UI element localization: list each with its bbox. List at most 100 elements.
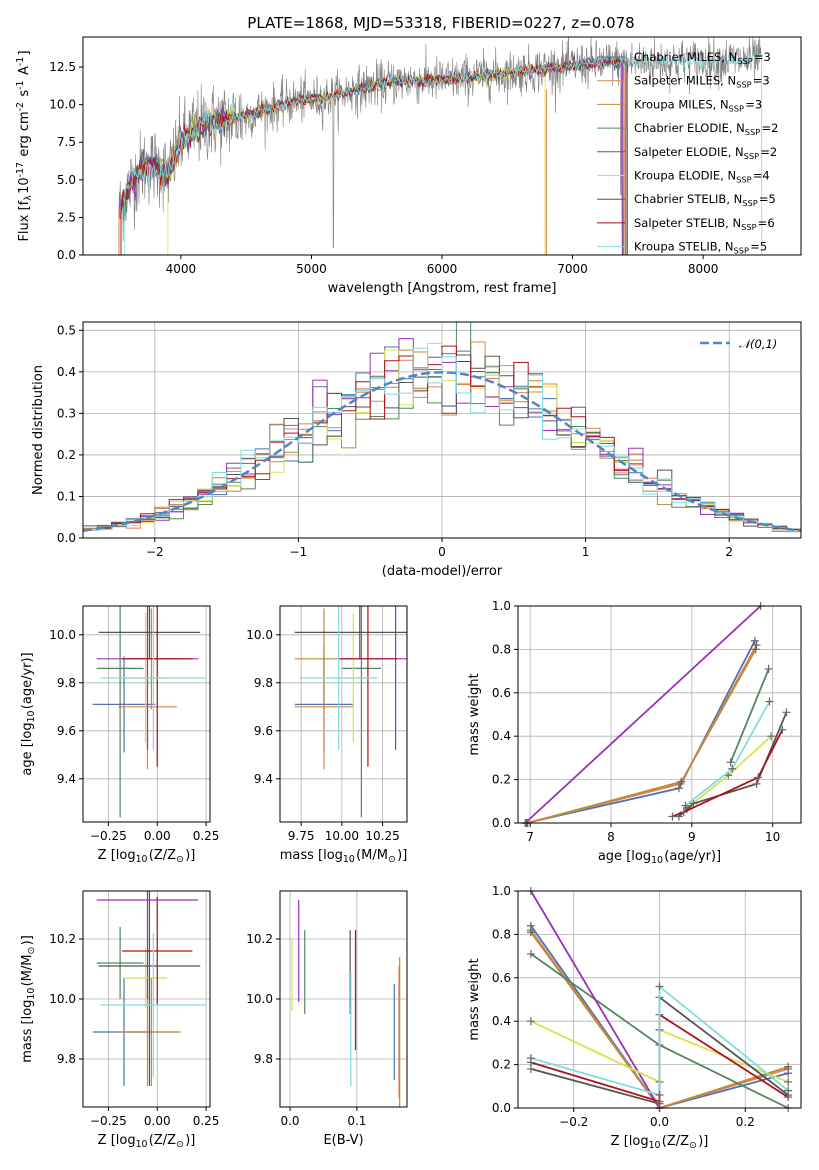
spectrum-xtick-label: 8000 <box>688 262 719 276</box>
weight-vs-Z-xtick-label: 0.2 <box>736 1115 755 1129</box>
weight-vs-Z-ylabel: mass weight <box>467 958 482 1040</box>
weight-vs-age-marker <box>679 808 688 817</box>
residuals-frame <box>82 321 802 539</box>
weight-vs-age-series-line <box>524 605 762 824</box>
residuals-xtick-label: 1 <box>582 545 590 559</box>
weight-vs-age-marker <box>752 641 761 650</box>
mass-vs-Z-xlabel: Z [log10 (Z/Z⊙ )] <box>98 1133 196 1150</box>
weight-vs-age-marker <box>767 732 776 741</box>
legend-entry: Kroupa ELODIE, NSSP =4 <box>634 169 770 185</box>
legend-entry: Chabrier STELIB, NSSP =5 <box>634 192 776 208</box>
spectrum-xtick-label: 4000 <box>166 262 197 276</box>
spectrum-legend: Chabrier MILES, NSSP =3 Salpeter MILES, N… <box>597 50 778 256</box>
spectrum-xtick-label: 7000 <box>557 262 588 276</box>
weight-vs-age-xtick-label: 8 <box>607 830 615 844</box>
legend-entry: Kroupa MILES, NSSP =3 <box>634 97 762 113</box>
spectrum-ytick-label: 0.0 <box>57 248 76 262</box>
legend-entry: Salpeter ELODIE, NSSP =2 <box>634 145 777 161</box>
weight-vs-Z-marker <box>655 1090 664 1099</box>
weight-vs-age-marker <box>750 636 759 645</box>
residuals-ytick-label: 0.0 <box>57 531 76 545</box>
weight-vs-age-marker <box>681 801 690 810</box>
weight-vs-age-marker <box>778 725 787 734</box>
weight-vs-age-ytick-label: 0.4 <box>492 729 511 743</box>
residuals-legend: 𝒩(0,1) <box>700 337 777 351</box>
age-vs-mass-ytick-label: 9.4 <box>254 772 273 786</box>
residuals-axes: −2 −1 0 1 2 0.0 0.1 0.2 0.3 0.4 0.5 (data-model)/er… <box>31 321 802 579</box>
mass-vs-ebv-xtick-label: 0.1 <box>347 1114 366 1128</box>
residuals-xtick-label: 0 <box>438 545 446 559</box>
spectrum-ylabel: Flux [fλ 10-17 erg cm-2 s-1 A-1 ] <box>15 50 34 241</box>
age-vs-mass-errorbar-point <box>294 606 407 659</box>
weight-vs-Z-ytick-label: 0.8 <box>492 927 511 941</box>
mass-vs-Z-axes: −0.25 0.00 0.25 9.8 10.0 10.2 Z [log10 (Z/Z⊙ )… <box>20 890 219 1150</box>
legend-entry: Kroupa STELIB, NSSP =5 <box>634 240 767 256</box>
mass-vs-ebv-ytick-label: 10.0 <box>246 992 273 1006</box>
residuals-xtick-label: 2 <box>725 545 733 559</box>
mass-vs-ebv-frame <box>279 890 408 1108</box>
age-vs-mass-frame <box>279 605 408 823</box>
residuals-xlabel: (data-model)/error <box>382 564 503 579</box>
age-vs-Z-xlabel: Z [log10 (Z/Z⊙ )] <box>98 848 196 865</box>
weight-vs-Z-axes: −0.2 0.0 0.2 0.0 0.2 0.4 0.6 0.8 1.0 Z [log10 (Z/… <box>467 884 802 1151</box>
weight-vs-age-ytick-label: 0.8 <box>492 642 511 656</box>
mass-vs-Z-xtick-label: −0.25 <box>90 1114 127 1128</box>
mass-vs-Z-errorbar-point <box>96 927 144 999</box>
age-vs-Z-errorbar-point <box>96 606 144 818</box>
spectrum-xlabel: wavelength [Angstrom, rest frame] <box>328 281 557 296</box>
weight-vs-age-marker <box>726 758 735 767</box>
weight-vs-Z-xtick-label: 0.0 <box>650 1115 669 1129</box>
age-vs-Z-xtick-label: 0.00 <box>144 829 171 843</box>
weight-vs-Z-marker <box>784 1086 793 1095</box>
mass-vs-Z-errorbar-point <box>100 933 207 1077</box>
spectrum-axes: 4000 5000 6000 7000 8000 0.0 2.5 5.0 7.5 10.0 12.5… <box>15 36 802 296</box>
weight-vs-age-marker <box>764 664 773 673</box>
age-vs-Z-xtick-label: 0.25 <box>193 829 220 843</box>
weight-vs-age-axes: 7 8 9 10 0.0 0.2 0.4 0.6 0.8 1.0 age [log10 (age/y… <box>467 599 802 866</box>
weight-vs-age-marker <box>752 779 761 788</box>
spectrum-frame <box>82 36 802 256</box>
weight-vs-age-marker <box>782 708 791 717</box>
mass-vs-ebv-xtick-label: 0.0 <box>280 1114 299 1128</box>
weight-vs-age-ytick-label: 0.0 <box>492 816 511 830</box>
residuals-ylabel: Normed distribution <box>31 365 46 495</box>
residuals-xtick-label: −2 <box>146 545 164 559</box>
weight-vs-age-marker <box>751 645 760 654</box>
weight-vs-Z-xtick-label: −0.2 <box>559 1115 588 1129</box>
weight-vs-age-marker <box>677 777 686 786</box>
weight-vs-Z-marker <box>655 982 664 991</box>
mass-vs-ebv-axes: 0.0 0.1 9.8 10.0 10.2 E(B-V) <box>246 890 408 1148</box>
age-vs-Z-ytick-label: 9.6 <box>57 724 76 738</box>
weight-vs-Z-marker <box>526 1054 535 1063</box>
age-vs-mass-ytick-label: 9.8 <box>254 676 273 690</box>
gaussian-reference-line <box>83 371 801 532</box>
spectrum-ytick-label: 5.0 <box>57 173 76 187</box>
residuals-ytick-label: 0.2 <box>57 448 76 462</box>
mass-vs-ebv-ytick-label: 10.2 <box>246 932 273 946</box>
age-vs-mass-axes: 9.75 10.00 10.25 9.4 9.6 9.8 10.0 mass [log10 (… <box>246 605 408 865</box>
mass-vs-ebv-xlabel: E(B-V) <box>323 1133 363 1148</box>
residuals-ytick-label: 0.5 <box>57 323 76 337</box>
age-vs-Z-ylabel: age [log10 (age/yr)] <box>20 652 37 775</box>
weight-vs-age-ytick-label: 0.2 <box>492 773 511 787</box>
age-vs-Z-ytick-label: 9.4 <box>57 772 76 786</box>
weight-vs-age-xlabel: age [log10 (age/yr)] <box>598 849 721 866</box>
weight-vs-age-marker <box>668 812 677 821</box>
age-vs-Z-errorbar-point <box>122 606 193 767</box>
weight-vs-Z-ytick-label: 0.2 <box>492 1058 511 1072</box>
age-vs-Z-frame <box>82 605 211 823</box>
age-vs-mass-ytick-label: 9.6 <box>254 724 273 738</box>
age-vs-mass-xtick-label: 10.00 <box>325 829 359 843</box>
age-vs-mass-errorbar-point <box>299 606 378 750</box>
weight-vs-Z-ytick-label: 1.0 <box>492 884 511 898</box>
spectrum-ytick-label: 2.5 <box>57 210 76 224</box>
weight-vs-age-xtick-label: 10 <box>765 830 780 844</box>
mass-vs-Z-ytick-label: 10.0 <box>49 992 76 1006</box>
residuals-xtick-label: −1 <box>290 545 308 559</box>
weight-vs-age-marker <box>689 799 698 808</box>
residuals-ytick-label: 0.3 <box>57 406 76 420</box>
weight-vs-age-ytick-label: 0.6 <box>492 686 511 700</box>
weight-vs-Z-frame <box>517 890 802 1109</box>
age-vs-Z-xtick-label: −0.25 <box>90 829 127 843</box>
